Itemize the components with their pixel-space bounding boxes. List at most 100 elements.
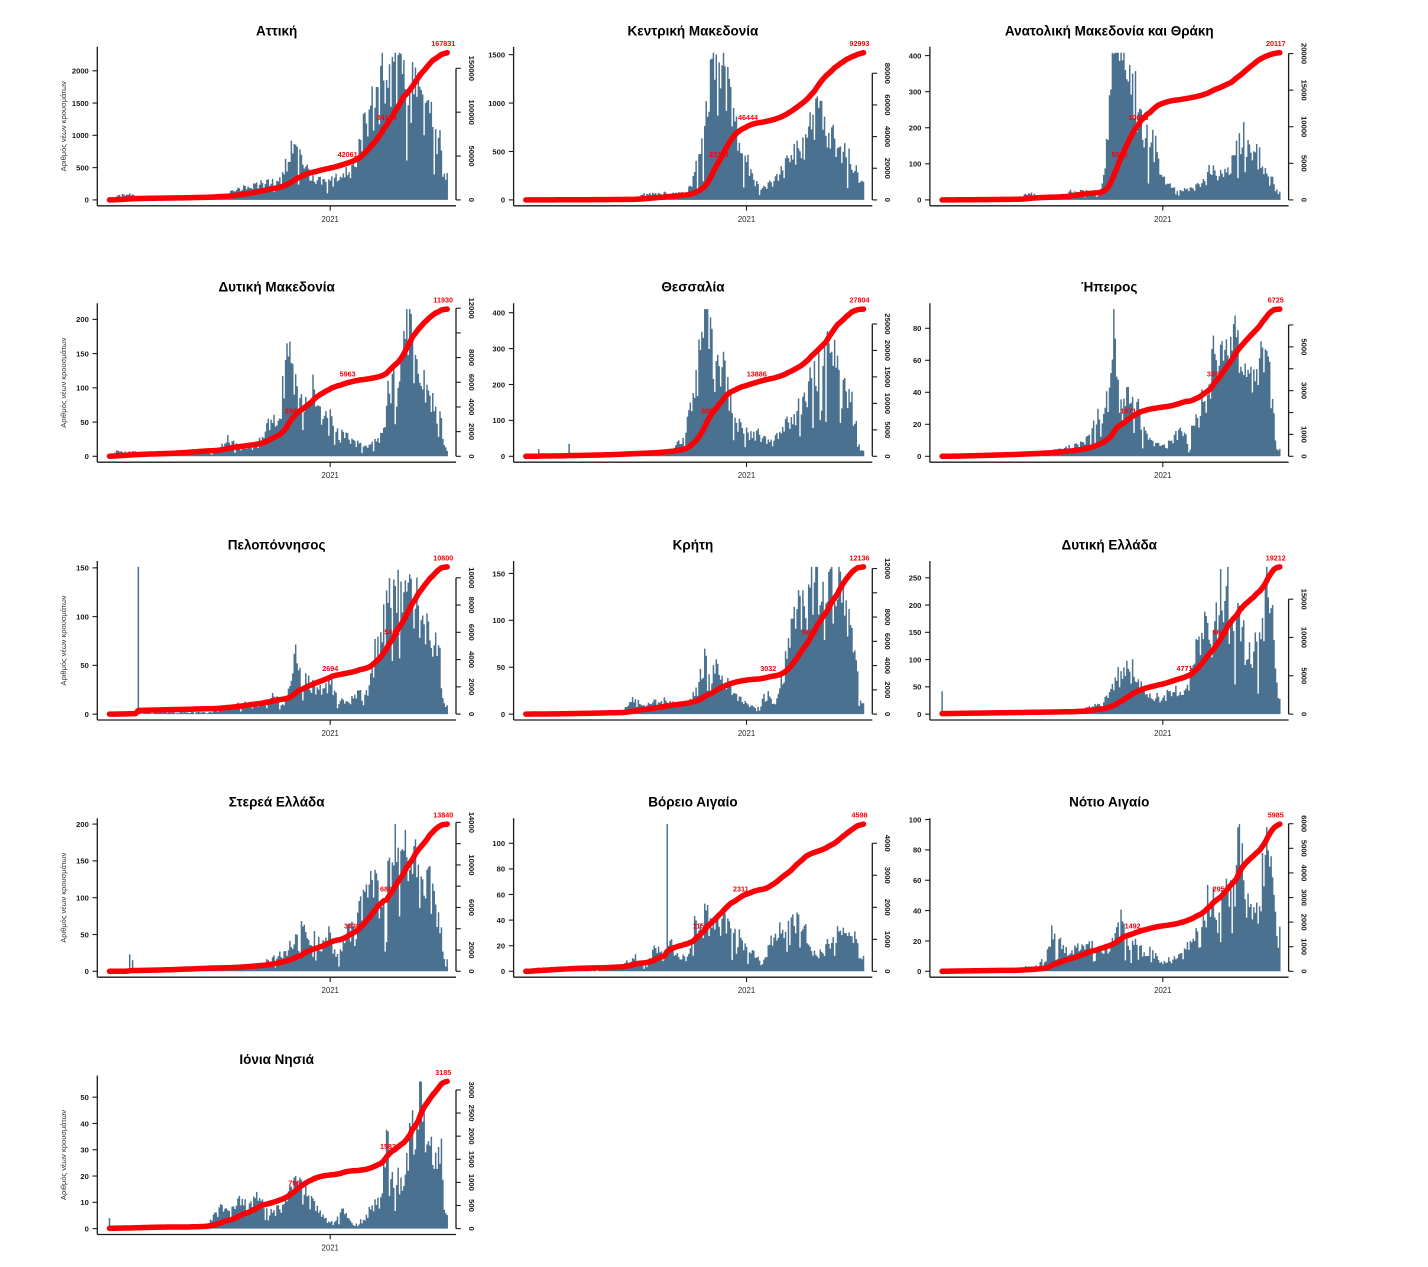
svg-text:4000: 4000 xyxy=(883,835,892,852)
svg-text:500: 500 xyxy=(76,163,89,172)
svg-text:2021: 2021 xyxy=(322,1244,339,1253)
svg-text:150: 150 xyxy=(492,569,505,578)
svg-text:1671: 1671 xyxy=(1120,406,1136,415)
svg-text:100000: 100000 xyxy=(467,100,476,125)
svg-text:200: 200 xyxy=(909,601,922,610)
svg-text:150: 150 xyxy=(76,857,89,866)
svg-text:0: 0 xyxy=(501,196,505,205)
svg-text:14000: 14000 xyxy=(467,812,476,833)
svg-text:1583: 1583 xyxy=(380,1142,396,1151)
svg-text:Κρήτη: Κρήτη xyxy=(673,538,714,553)
svg-text:0: 0 xyxy=(467,969,476,973)
svg-text:0: 0 xyxy=(85,452,89,461)
svg-text:3000: 3000 xyxy=(1299,889,1308,906)
svg-text:4000: 4000 xyxy=(467,398,476,415)
svg-text:10000: 10000 xyxy=(1299,627,1308,648)
svg-text:6000: 6000 xyxy=(883,633,892,650)
svg-text:6037: 6037 xyxy=(802,627,818,636)
svg-text:0: 0 xyxy=(467,198,476,202)
svg-text:40: 40 xyxy=(80,1119,88,1128)
svg-text:1000: 1000 xyxy=(1299,426,1308,443)
svg-text:0: 0 xyxy=(883,454,892,458)
svg-text:3362: 3362 xyxy=(1207,370,1223,379)
svg-text:20: 20 xyxy=(497,942,505,951)
svg-text:0: 0 xyxy=(1299,712,1308,716)
svg-text:300: 300 xyxy=(492,344,505,353)
svg-text:500: 500 xyxy=(467,1199,476,1212)
svg-text:80000: 80000 xyxy=(883,63,892,84)
svg-text:5402: 5402 xyxy=(384,627,400,636)
svg-text:100: 100 xyxy=(492,839,505,848)
svg-text:5000: 5000 xyxy=(883,421,892,438)
svg-text:40: 40 xyxy=(913,388,921,397)
svg-text:2021: 2021 xyxy=(1154,215,1171,224)
svg-text:5000: 5000 xyxy=(1299,338,1308,355)
svg-text:2000: 2000 xyxy=(883,681,892,698)
svg-text:6890: 6890 xyxy=(380,885,396,894)
svg-text:50: 50 xyxy=(80,1093,88,1102)
svg-text:2969: 2969 xyxy=(285,406,301,415)
svg-text:50: 50 xyxy=(80,661,88,670)
svg-text:10000: 10000 xyxy=(883,393,892,414)
svg-text:40: 40 xyxy=(497,916,505,925)
svg-text:27804: 27804 xyxy=(850,296,870,305)
svg-text:2000: 2000 xyxy=(1299,914,1308,931)
svg-text:Βόρειο Αιγαίο: Βόρειο Αιγαίο xyxy=(648,795,737,810)
svg-text:1500: 1500 xyxy=(467,1151,476,1168)
svg-text:15000: 15000 xyxy=(883,366,892,387)
svg-text:1000: 1000 xyxy=(1299,938,1308,955)
svg-text:2311: 2311 xyxy=(733,885,749,894)
svg-text:167831: 167831 xyxy=(431,39,455,48)
svg-text:8000: 8000 xyxy=(883,609,892,626)
svg-text:0: 0 xyxy=(467,712,476,716)
svg-text:10000: 10000 xyxy=(1299,116,1308,137)
svg-text:15000: 15000 xyxy=(1299,80,1308,101)
svg-text:6000: 6000 xyxy=(467,624,476,641)
svg-text:1500: 1500 xyxy=(72,99,89,108)
svg-text:84164: 84164 xyxy=(377,113,397,122)
svg-text:4598: 4598 xyxy=(852,811,868,820)
svg-text:42061: 42061 xyxy=(338,150,358,159)
svg-text:1492: 1492 xyxy=(1125,921,1141,930)
svg-text:2000: 2000 xyxy=(72,67,89,76)
svg-text:40000: 40000 xyxy=(883,126,892,147)
svg-text:0: 0 xyxy=(883,198,892,202)
svg-text:10063: 10063 xyxy=(1128,113,1148,122)
svg-text:1500: 1500 xyxy=(488,50,505,59)
svg-text:Δυτική Μακεδονία: Δυτική Μακεδονία xyxy=(218,280,335,295)
svg-text:46444: 46444 xyxy=(738,113,758,122)
svg-text:2000: 2000 xyxy=(467,942,476,959)
svg-text:60000: 60000 xyxy=(883,94,892,115)
svg-text:80: 80 xyxy=(497,865,505,874)
svg-text:50: 50 xyxy=(80,418,88,427)
svg-text:3000: 3000 xyxy=(1299,382,1308,399)
svg-text:5985: 5985 xyxy=(1268,811,1284,820)
svg-text:6725: 6725 xyxy=(1268,296,1284,305)
svg-text:0: 0 xyxy=(85,1224,89,1233)
svg-text:6880: 6880 xyxy=(701,406,717,415)
svg-text:300: 300 xyxy=(909,87,922,96)
svg-text:150000: 150000 xyxy=(467,56,476,81)
svg-text:2021: 2021 xyxy=(322,986,339,995)
svg-text:15000: 15000 xyxy=(1299,589,1308,610)
svg-text:0: 0 xyxy=(85,967,89,976)
svg-text:20000: 20000 xyxy=(883,158,892,179)
svg-text:9641: 9641 xyxy=(1213,627,1229,636)
svg-text:2000: 2000 xyxy=(883,899,892,916)
svg-text:100: 100 xyxy=(76,384,89,393)
svg-text:10: 10 xyxy=(80,1198,88,1207)
svg-text:6000: 6000 xyxy=(1299,815,1308,832)
svg-text:100: 100 xyxy=(909,655,922,664)
svg-text:400: 400 xyxy=(492,308,505,317)
svg-text:20000: 20000 xyxy=(883,340,892,361)
svg-text:4000: 4000 xyxy=(467,651,476,668)
svg-text:92993: 92993 xyxy=(850,39,870,48)
svg-text:3000: 3000 xyxy=(467,1081,476,1098)
svg-text:Αττική: Αττική xyxy=(256,23,297,38)
svg-text:250: 250 xyxy=(909,574,922,583)
svg-text:Αριθμός νέων κρουσμάτων: Αριθμός νέων κρουσμάτων xyxy=(59,595,68,685)
svg-text:60: 60 xyxy=(497,890,505,899)
svg-text:0: 0 xyxy=(501,967,505,976)
svg-text:13886: 13886 xyxy=(747,370,767,379)
svg-text:100: 100 xyxy=(909,815,922,824)
